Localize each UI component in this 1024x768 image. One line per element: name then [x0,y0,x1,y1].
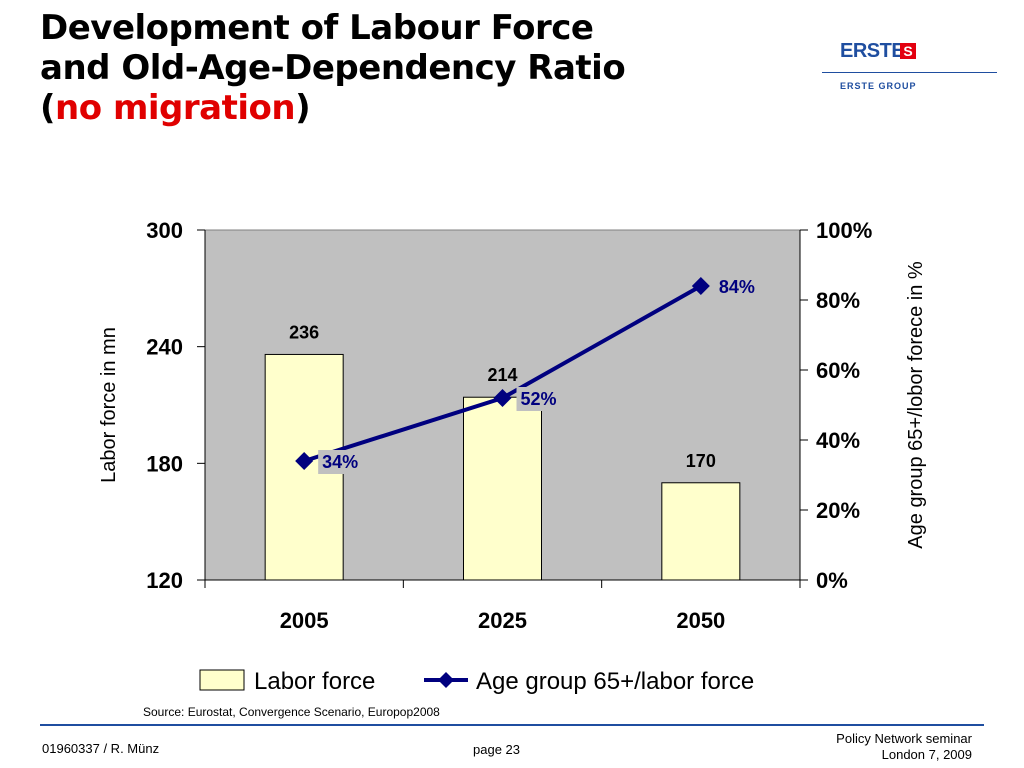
line-marker-diamond [691,277,710,295]
title-line-3: (no migration) [40,88,820,128]
title-paren-close: ) [295,88,311,128]
x-axis-tick-label: 2050 [676,608,725,633]
right-axis-title: Age group 65+/lobor forece in % [905,261,927,549]
legend-swatch-diamond-icon [438,672,454,688]
bar-labor-force [463,396,542,581]
legend-swatch-labor-force [199,669,245,691]
labour-force-chart: 120 180 240 300 0% 20% 40% 60% 80% 100% 2005 2025 20… [98,218,927,695]
line-data-label: 52% [521,389,557,409]
footer-author: 01960337 / R. Münz [42,741,160,756]
bar-data-label: 214 [487,365,517,385]
erste-logo: ERSTE S ERSTE GROUP [822,36,997,96]
line-marker-diamond [493,389,512,407]
footer-event-line-2: London 7, 2009 [881,747,972,762]
legend-label-age-group: Age group 65+/labor force [476,668,754,695]
right-axis-tick-label: 80% [816,288,860,313]
line-data-label-box [318,450,363,474]
footer-event: Policy Network seminar London 7, 2009 [836,731,972,763]
source-note: Source: Eurostat, Convergence Scenario, … [143,705,440,719]
right-axis-tick-label: 60% [816,358,860,383]
left-axis-tick-label: 240 [146,335,183,360]
footer-divider [40,724,984,726]
logo-brand: ERSTE [840,40,905,62]
right-axis-tick-label: 0% [816,568,848,593]
footer-page-number: page 23 [473,742,520,757]
slide-title: Development of Labour Force and Old-Age-… [40,8,820,128]
left-axis-tick-label: 180 [146,451,183,476]
left-axis-tick-label: 300 [146,218,183,243]
title-paren-open: ( [40,88,56,128]
bar-labor-force [661,482,741,581]
bar-data-label: 236 [289,322,319,342]
bar-data-label: 170 [686,451,716,471]
line-data-label-box [516,387,561,411]
title-line-2: and Old-Age-Dependency Ratio [40,48,626,88]
title-highlight: no migration [55,88,296,128]
logo-rule [822,72,997,73]
footer-event-line-1: Policy Network seminar [836,731,972,746]
line-marker-diamond [295,452,314,470]
x-axis-tick-label: 2005 [280,608,329,633]
right-axis-tick-label: 100% [816,218,872,243]
line-data-label: 34% [322,452,358,472]
x-axis-tick-label: 2025 [478,608,527,633]
logo-s-mark-icon: S [900,43,916,59]
logo-group: ERSTE GROUP [840,81,917,91]
right-axis-tick-label: 20% [816,498,860,523]
title-line-1: Development of Labour Force [40,8,594,48]
right-axis-tick-label: 40% [816,428,860,453]
legend-label-labor-force: Labor force [254,668,375,695]
line-data-label: 84% [719,277,755,297]
left-axis-title: Labor force in mn [98,327,120,483]
left-axis-tick-label: 120 [146,568,183,593]
